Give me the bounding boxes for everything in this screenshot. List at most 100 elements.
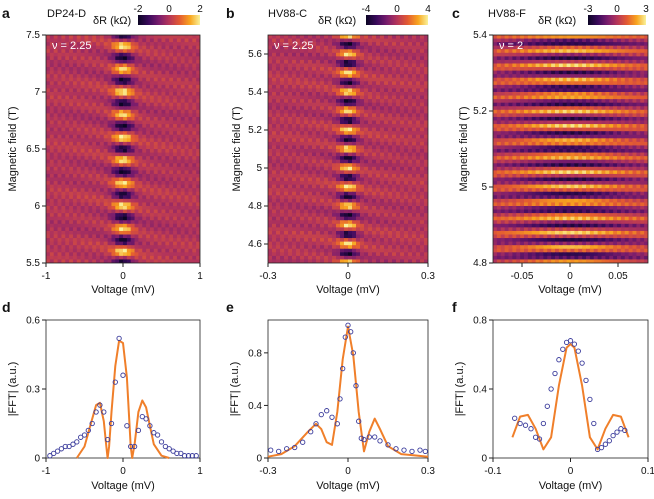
ytick-b-4: 5.4 <box>248 87 262 98</box>
xlabel-d: Voltage (mV) <box>91 480 155 492</box>
data-point-d <box>189 453 195 459</box>
cbar-tick-c-max: 3 <box>643 4 649 15</box>
data-point-d <box>54 448 61 454</box>
data-point-e <box>345 322 351 328</box>
data-point-d <box>51 450 57 457</box>
data-point-d <box>135 427 142 434</box>
data-point-d <box>66 443 72 450</box>
data-point-d <box>128 443 134 450</box>
data-point-e <box>334 421 340 427</box>
data-point-e <box>417 447 423 453</box>
xlabel-e: Voltage (mV) <box>316 480 380 492</box>
cbar-label-c: δR (kΩ) <box>538 15 576 27</box>
ytick-a-3: 7 <box>34 87 40 98</box>
data-point-d <box>139 413 145 420</box>
data-point-f <box>571 341 578 347</box>
y-axis-c: 4.8 5 5.2 5.4 Magnetic field (T) <box>458 30 493 269</box>
ylabel-c: Magnetic field (T) <box>458 107 470 192</box>
data-point-d <box>93 409 99 415</box>
data-point-d <box>181 453 188 459</box>
xlabel-a: Voltage (mV) <box>91 284 155 296</box>
data-point-d <box>178 450 184 457</box>
ytick-b-3: 5.2 <box>248 125 262 136</box>
ylabel-b: Magnetic field (T) <box>231 107 243 192</box>
xtick-f-1: 0 <box>568 466 574 477</box>
cbar-tick-c-mid: 0 <box>614 4 620 15</box>
xtick-c-1: 0 <box>567 271 573 282</box>
xlabel-c: Voltage (mV) <box>538 284 602 296</box>
cbar-tick-a-max: 2 <box>197 4 203 15</box>
cbar-tick-a-min: -2 <box>134 4 143 15</box>
data-point-f <box>606 438 612 444</box>
xlabel-b: Voltage (mV) <box>316 284 380 296</box>
data-point-f <box>528 426 534 432</box>
colorbar-a <box>138 15 200 25</box>
xtick-b-1: 0 <box>345 271 351 282</box>
data-point-f <box>544 403 550 409</box>
data-point-f <box>536 436 543 442</box>
xtick-b-2: 0.3 <box>421 271 435 282</box>
data-point-f <box>560 346 566 352</box>
data-point-d <box>170 448 176 454</box>
data-point-f <box>614 429 620 435</box>
cbar-tick-c-min: -3 <box>584 4 593 15</box>
data-point-e <box>366 434 372 440</box>
data-point-d <box>81 432 88 438</box>
data-point-d <box>85 427 91 434</box>
data-point-e <box>409 448 415 455</box>
xlabel-f: Voltage (mV) <box>539 480 603 492</box>
data-point-e <box>276 448 282 455</box>
xtick-e-1: 0 <box>345 466 351 477</box>
data-point-e <box>308 429 314 435</box>
ytick-b-1: 4.8 <box>248 201 262 212</box>
data-point-e <box>358 435 364 441</box>
ylabel-e: |FFT| (a.u.) <box>229 362 241 417</box>
data-point-d <box>108 420 115 427</box>
data-point-f <box>598 444 605 451</box>
data-point-f <box>610 432 616 439</box>
nu-label-a: ν = 2.25 <box>52 40 91 52</box>
data-point-f <box>548 386 554 392</box>
data-point-f <box>512 415 518 421</box>
data-point-d <box>120 372 126 378</box>
data-point-d <box>158 439 165 445</box>
panel-letter-e: e <box>226 299 234 315</box>
data-point-e <box>313 421 319 427</box>
panel-b: b HV88-C δR (kΩ) -4 0 4 ν = 2.25 -0.3 0 … <box>226 4 435 296</box>
data-point-d <box>131 443 138 450</box>
xtick-d-2: 1 <box>197 466 203 477</box>
ytick-f-1: 0.4 <box>473 385 487 396</box>
data-point-d <box>70 441 76 447</box>
ylabel-d: |FFT| (a.u.) <box>7 362 19 417</box>
data-point-f <box>602 441 609 447</box>
cbar-tick-b-min: -4 <box>362 4 371 15</box>
ytick-a-0: 5.5 <box>26 258 40 269</box>
data-point-e <box>356 418 362 424</box>
x-axis-c: -0.05 0 0.05 Voltage (mV) <box>511 263 628 296</box>
panel-a: a DP24-D δR (kΩ) -2 0 2 ν = 2.25 -1 0 1 … <box>2 4 203 296</box>
ytick-f-0: 0 <box>481 454 487 465</box>
sample-title-b: HV88-C <box>268 8 307 20</box>
heatmap-c <box>493 35 648 263</box>
ytick-d-1: 0.3 <box>26 385 40 396</box>
data-point-d <box>147 423 153 429</box>
xtick-a-0: -1 <box>42 271 51 282</box>
ytick-b-0: 4.6 <box>248 239 262 250</box>
panel-letter-b: b <box>226 5 235 21</box>
data-point-d <box>116 335 122 342</box>
data-point-d <box>89 420 95 427</box>
data-point-e <box>324 408 330 414</box>
data-point-f <box>567 338 574 344</box>
plot-frame-d <box>45 319 201 459</box>
data-point-e <box>348 329 354 335</box>
data-point-f <box>587 396 593 403</box>
xtick-e-2: 0.3 <box>421 466 435 477</box>
x-axis-b: -0.3 0 0.3 Voltage (mV) <box>259 263 435 296</box>
data-point-e <box>284 446 290 452</box>
data-point-d <box>62 443 68 450</box>
panel-c: c HV88-F δR (kΩ) -3 0 3 ν = 2 -0.05 0 0.… <box>452 4 649 296</box>
xtick-c-0: -0.05 <box>511 271 534 282</box>
data-point-f <box>552 370 558 377</box>
